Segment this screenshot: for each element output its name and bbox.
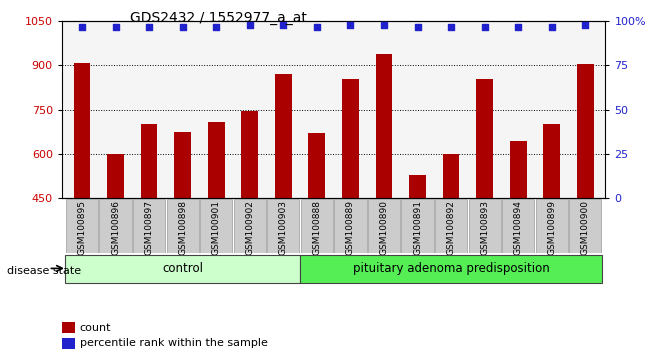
Point — [312, 24, 322, 29]
Text: pituitary adenoma predisposition: pituitary adenoma predisposition — [353, 262, 549, 275]
Point — [547, 24, 557, 29]
FancyBboxPatch shape — [65, 255, 300, 283]
FancyBboxPatch shape — [66, 199, 98, 252]
Text: GSM100890: GSM100890 — [380, 200, 389, 256]
Bar — [309, 133, 326, 198]
Text: GSM100891: GSM100891 — [413, 200, 422, 256]
FancyBboxPatch shape — [569, 199, 602, 252]
Text: GDS2432 / 1552977_a_at: GDS2432 / 1552977_a_at — [130, 11, 307, 25]
Text: GSM100901: GSM100901 — [212, 200, 221, 256]
Text: GSM100902: GSM100902 — [245, 200, 255, 255]
FancyBboxPatch shape — [300, 255, 602, 283]
Text: GSM100889: GSM100889 — [346, 200, 355, 256]
FancyBboxPatch shape — [234, 199, 266, 252]
Bar — [275, 74, 292, 198]
Text: GSM100903: GSM100903 — [279, 200, 288, 256]
Point — [580, 22, 590, 28]
Text: percentile rank within the sample: percentile rank within the sample — [79, 338, 268, 348]
Text: GSM100888: GSM100888 — [312, 200, 322, 256]
Bar — [141, 125, 158, 198]
FancyBboxPatch shape — [200, 199, 232, 252]
Point — [110, 24, 120, 29]
Text: disease state: disease state — [7, 266, 81, 276]
Point — [211, 24, 221, 29]
Text: count: count — [79, 322, 111, 332]
Bar — [62, 338, 75, 349]
FancyBboxPatch shape — [133, 199, 165, 252]
Bar — [477, 79, 493, 198]
Point — [77, 24, 87, 29]
Text: GSM100894: GSM100894 — [514, 200, 523, 255]
Bar — [62, 322, 75, 333]
Bar — [510, 141, 527, 198]
Point — [479, 24, 490, 29]
Point — [513, 24, 523, 29]
FancyBboxPatch shape — [335, 199, 367, 252]
Bar — [443, 154, 460, 198]
Point — [278, 22, 288, 28]
Point — [412, 24, 422, 29]
Bar — [107, 154, 124, 198]
Text: GSM100898: GSM100898 — [178, 200, 187, 256]
FancyBboxPatch shape — [267, 199, 299, 252]
Bar — [376, 54, 393, 198]
Bar — [342, 79, 359, 198]
FancyBboxPatch shape — [435, 199, 467, 252]
Point — [379, 22, 389, 28]
Point — [245, 22, 255, 28]
FancyBboxPatch shape — [100, 199, 132, 252]
Bar — [242, 111, 258, 198]
Point — [144, 24, 154, 29]
Point — [345, 22, 355, 28]
FancyBboxPatch shape — [536, 199, 568, 252]
Text: GSM100896: GSM100896 — [111, 200, 120, 256]
Text: GSM100892: GSM100892 — [447, 200, 456, 255]
Bar — [544, 125, 560, 198]
Bar — [577, 64, 594, 198]
Text: GSM100895: GSM100895 — [77, 200, 87, 256]
Bar — [208, 121, 225, 198]
FancyBboxPatch shape — [469, 199, 501, 252]
Text: GSM100900: GSM100900 — [581, 200, 590, 256]
Bar — [74, 63, 90, 198]
Point — [178, 24, 188, 29]
FancyBboxPatch shape — [167, 199, 199, 252]
Text: GSM100897: GSM100897 — [145, 200, 154, 256]
FancyBboxPatch shape — [402, 199, 434, 252]
Bar — [174, 132, 191, 198]
Text: GSM100893: GSM100893 — [480, 200, 489, 256]
FancyBboxPatch shape — [368, 199, 400, 252]
Text: GSM100899: GSM100899 — [547, 200, 556, 256]
Point — [446, 24, 456, 29]
FancyBboxPatch shape — [301, 199, 333, 252]
Text: control: control — [162, 262, 203, 275]
Bar — [409, 175, 426, 198]
FancyBboxPatch shape — [502, 199, 534, 252]
